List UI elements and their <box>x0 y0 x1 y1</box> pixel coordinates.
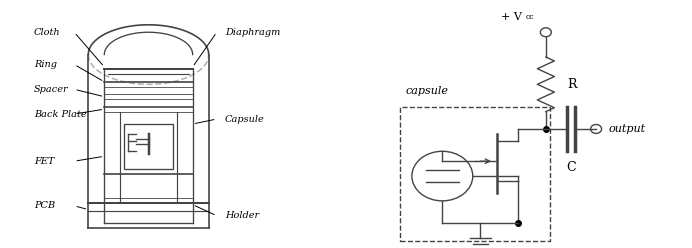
Text: Back Plate: Back Plate <box>34 110 86 119</box>
Text: capsule: capsule <box>406 86 449 96</box>
Text: R: R <box>567 78 576 91</box>
Text: + V: + V <box>500 12 522 22</box>
Text: Spacer: Spacer <box>34 85 69 94</box>
Bar <box>125 124 172 169</box>
Text: Capsule: Capsule <box>225 115 264 124</box>
Bar <box>400 107 550 241</box>
Text: C: C <box>566 161 576 174</box>
Text: Holder: Holder <box>225 211 259 220</box>
Text: output: output <box>608 124 646 134</box>
Text: PCB: PCB <box>34 201 55 210</box>
Text: Diaphragm: Diaphragm <box>225 28 280 37</box>
Text: Ring: Ring <box>34 60 57 69</box>
Text: cc: cc <box>526 13 534 21</box>
Text: Cloth: Cloth <box>34 28 61 37</box>
Text: FET: FET <box>34 157 55 166</box>
